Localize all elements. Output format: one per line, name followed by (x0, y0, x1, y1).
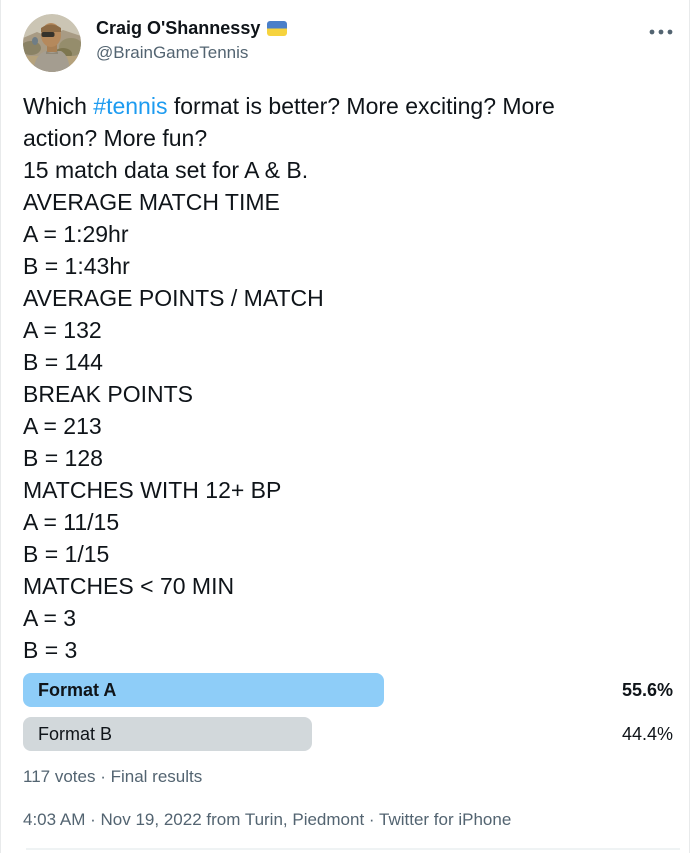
footer-separator-1: · (90, 810, 96, 829)
poll-option-b: Format B 44.4% (23, 717, 673, 751)
poll-option-a: Format A 55.6% (23, 673, 673, 707)
bottom-divider (26, 848, 680, 850)
poll-votes-line: 117 votes · Final results (23, 766, 673, 787)
timestamp-time: 4:03 AM (23, 810, 86, 829)
from-word: from (206, 810, 241, 829)
footer-separator-2: · (368, 810, 375, 829)
poll-bar-a: Format A (23, 673, 385, 707)
more-button[interactable] (647, 22, 673, 42)
poll-bar-b: Format B (23, 717, 312, 751)
poll-option-a-label: Format A (38, 679, 117, 700)
source-link[interactable]: Twitter for iPhone (379, 810, 512, 829)
user-handle[interactable]: @BrainGameTennis (96, 43, 249, 62)
votes-separator: · (100, 767, 106, 786)
avatar-photo (23, 14, 81, 72)
poll-status: Final results (110, 767, 203, 786)
poll-option-b-label: Format B (38, 723, 113, 744)
name-row: Craig O'Shannessy (96, 17, 288, 39)
hashtag-link[interactable]: #tennis (93, 93, 168, 119)
more-icon (649, 29, 673, 35)
tweet-text: Which #tennis format is better? More exc… (23, 90, 673, 666)
avatar[interactable] (23, 14, 81, 72)
user-block: Craig O'Shannessy @BrainGameTennis (96, 14, 288, 63)
vote-count: 117 votes (23, 767, 96, 786)
tweet-footer: 4:03 AM · Nov 19, 2022 from Turin, Piedm… (23, 809, 673, 830)
timestamp-date: Nov 19, 2022 (100, 810, 202, 829)
tweet-text-after-hashtag: format is better? More exciting? More ac… (23, 93, 555, 663)
poll-option-b-percent: 44.4% (621, 724, 673, 744)
display-name[interactable]: Craig O'Shannessy (96, 18, 261, 38)
ukraine-flag-icon (267, 20, 288, 36)
poll: Format A 55.6% Format B 44.4% 117 votes … (23, 673, 673, 787)
poll-option-a-percent: 55.6% (621, 680, 673, 700)
tweet-header: Craig O'Shannessy @BrainGameTennis (23, 0, 673, 72)
tweet-text-before-hashtag: Which (23, 93, 94, 119)
location-link[interactable]: Turin, Piedmont (244, 810, 365, 829)
